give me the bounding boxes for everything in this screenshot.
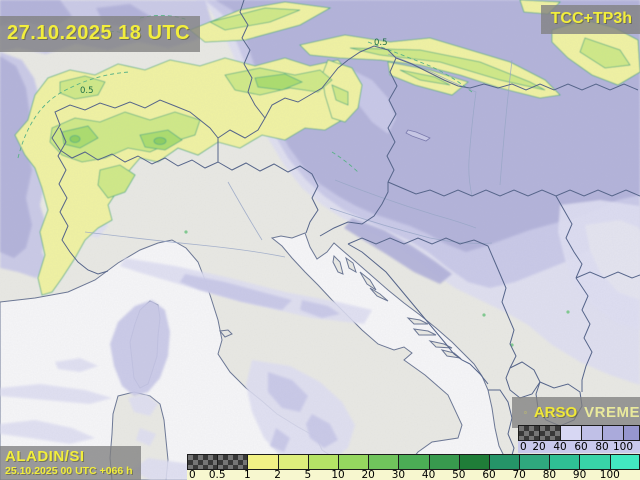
border-sk-hu xyxy=(395,57,639,91)
precipitation-scale-labels: 0 0.5 1 2 5 10 20 30 40 50 60 70 80 90 100 xyxy=(187,470,640,480)
precipitation-scale: 0 0.5 1 2 5 10 20 30 40 50 60 70 80 90 100 xyxy=(187,454,640,480)
scale-cell xyxy=(610,455,639,469)
scale-cell-transparent xyxy=(540,426,561,440)
contour-label: 0.5 xyxy=(374,38,388,48)
scale-tick-label: 0 xyxy=(189,469,196,480)
scale-cell xyxy=(399,455,430,469)
border-srb-bg xyxy=(575,277,593,392)
scale-cell-transparent xyxy=(188,455,219,469)
scale-tick-label: 100 xyxy=(612,441,634,453)
scale-tick-label: 0 xyxy=(520,441,527,453)
scale-tick-label: 30 xyxy=(391,469,406,480)
scale-tick-label: 20 xyxy=(361,469,375,480)
lake-balaton xyxy=(405,129,431,142)
scale-tick-label: 50 xyxy=(452,469,466,480)
river-layer xyxy=(84,53,513,258)
border-hr-ba-west xyxy=(347,243,471,365)
scale-tick-label: 90 xyxy=(572,469,587,480)
scale-cell xyxy=(582,426,603,440)
scale-cell xyxy=(561,426,582,440)
border-fr-it xyxy=(57,127,109,275)
model-run-label: 25.10.2025 00 UTC +066 h xyxy=(5,465,133,478)
river-po xyxy=(84,231,286,258)
border-de-at xyxy=(217,59,349,139)
river-drava xyxy=(334,179,477,229)
border-de-cz xyxy=(239,0,266,119)
cloud-cover-scale-labels: 0 20 40 60 80 100 xyxy=(518,441,640,453)
product-label: TCC+TP3h xyxy=(540,5,640,34)
scale-cell xyxy=(338,455,370,469)
sun-rays-icon xyxy=(524,411,527,414)
contour-label-group: 0.5 0.5 xyxy=(80,38,388,96)
precipitation-scale-cells xyxy=(187,454,640,470)
scale-tick-label: 70 xyxy=(512,469,526,480)
scale-tick-label: 60 xyxy=(482,469,496,480)
scale-tick-label: 1 xyxy=(244,469,251,480)
scale-tick-label: 10 xyxy=(331,469,345,480)
border-ch xyxy=(51,99,219,162)
border-layer xyxy=(51,0,640,469)
border-si-hr xyxy=(319,182,389,237)
scale-cell xyxy=(429,455,460,469)
border-kosovo xyxy=(505,361,541,399)
scale-tick-label: 5 xyxy=(304,469,312,480)
river-tisza xyxy=(499,59,513,186)
scale-tick-label: 100 xyxy=(599,469,620,480)
cloud-cover-scale-cells xyxy=(518,425,640,441)
model-info-box: ALADIN/SI 25.10.2025 00 UTC +066 h xyxy=(0,445,141,480)
scale-cell xyxy=(520,455,551,469)
border-hr-ba-north xyxy=(347,237,489,247)
scale-tick-label: 20 xyxy=(532,441,546,453)
scale-cell xyxy=(580,455,611,469)
agency-logo: ARSO VREME xyxy=(512,397,640,428)
scale-tick-label: 40 xyxy=(421,469,436,480)
scale-cell xyxy=(278,455,309,469)
border-ro-bg xyxy=(575,271,640,279)
border-mne-alb xyxy=(469,363,489,385)
scale-tick-label: 80 xyxy=(595,441,609,453)
scale-cell xyxy=(489,455,521,469)
scale-tick-label: 40 xyxy=(553,441,567,453)
scale-cell-transparent xyxy=(519,426,540,440)
river-danube xyxy=(387,53,477,197)
cloud-cover-scale: 0 20 40 60 80 100 xyxy=(518,425,640,453)
border-hu-hr-srb xyxy=(387,181,640,197)
river-sava xyxy=(329,207,493,244)
scale-tick-label: 2 xyxy=(274,469,281,480)
border-at-hu xyxy=(386,57,398,183)
scale-tick-label: 80 xyxy=(542,469,557,480)
scale-cell xyxy=(459,455,490,469)
border-srb-ro xyxy=(555,195,583,279)
river-adige xyxy=(227,181,263,241)
scale-cell xyxy=(550,455,581,469)
contour-label: 0.5 xyxy=(80,86,94,96)
valid-time-label: 27.10.2025 18 UTC xyxy=(0,16,201,52)
scale-cell xyxy=(308,455,339,469)
model-name-label: ALADIN/SI xyxy=(5,447,85,465)
border-cz-at-sk xyxy=(347,45,397,61)
scale-cell xyxy=(248,455,279,469)
scale-cell xyxy=(369,455,400,469)
logo-agency-text: ARSO xyxy=(533,404,578,421)
scale-cell xyxy=(624,426,639,440)
scale-tick-label: 60 xyxy=(574,441,588,453)
scale-cell-transparent xyxy=(218,455,249,469)
scale-cell xyxy=(603,426,624,440)
border-drina xyxy=(487,245,517,369)
scale-tick-label: 0.5 xyxy=(208,469,226,480)
logo-brand-text: VREME xyxy=(584,404,640,421)
